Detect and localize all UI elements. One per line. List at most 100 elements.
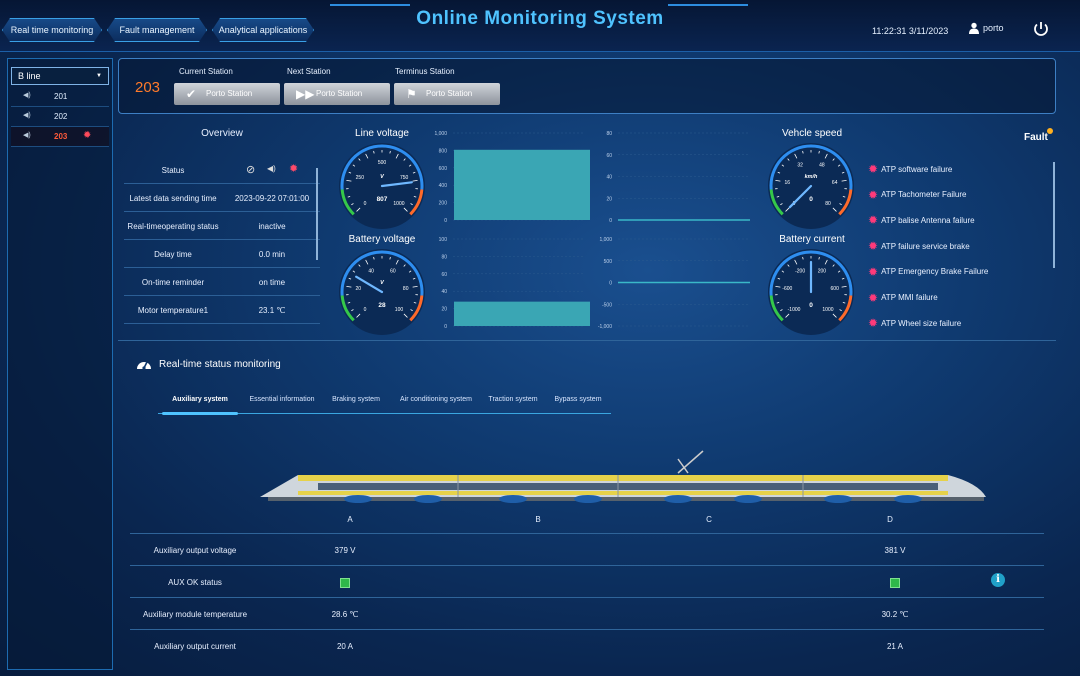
overview-scrollbar[interactable] [316,168,318,260]
gauge-tick [403,158,406,161]
gauge-tick [412,179,418,182]
train-item-203[interactable]: ◀) 203 ✹ [11,127,109,147]
car-d-value: 381 V [884,546,906,555]
gauge-tick [352,164,356,167]
gauge-tick [841,171,845,174]
gauge-unit: km/h [805,174,818,180]
chart-tick-label: 0 [444,218,447,224]
gauge-value: 0 [809,196,813,203]
fault-item[interactable]: ✹ ATP Tachometer Failure [868,188,966,202]
clock: 11:22:31 3/11/2023 [872,26,949,36]
gauge-tick [776,195,780,198]
train-item-202[interactable]: ◀) 202 [11,107,109,127]
chart-tick-label: 80 [441,254,447,260]
fault-item[interactable]: ✹ ATP Wheel size failure [868,316,961,330]
power-icon[interactable] [1032,20,1050,38]
line-voltage-title: Line voltage [355,128,409,139]
gauge-tick [794,153,798,159]
overview-value: 2023-09-22 07:01:00 [234,194,310,203]
gauge-tick [842,195,846,198]
fast-forward-icon: ▶▶ [296,87,315,101]
gauge-tick-label: 80 [825,201,831,207]
fault-gear-icon: ✹ [868,316,879,331]
gauge-tick [775,179,781,182]
fault-label: ATP failure service brake [881,241,970,251]
gauge-tick-label: 200 [818,269,827,275]
speaker-icon: ◀) [267,164,276,173]
speaker-icon: ◀) [23,112,31,119]
next-station-label: Next Station [287,67,331,76]
gauge-tick [787,158,790,161]
fault-title: Fault [1024,132,1048,143]
overview-row: On-time reminder on time [124,268,320,296]
check-icon: ✔ [186,87,197,101]
chart-tick-label: 600 [439,166,448,172]
gauge-tick [802,256,804,260]
gauge-tick [410,203,413,206]
gauge-arc-mid [340,144,424,190]
fault-item[interactable]: ✹ ATP Emergency Brake Failure [868,265,988,279]
current-station-button[interactable]: ✔ Porto Station [174,83,280,105]
terminus-station-button[interactable]: ⚑ Porto Station [394,83,500,105]
chart-tick-label: 80 [606,131,612,137]
fault-scrollbar[interactable] [1053,162,1055,268]
row-label: AUX OK status [168,578,222,587]
title-decoration [668,4,748,6]
tab-essential-information[interactable]: Essential information [249,396,315,403]
gauge-tick [365,259,369,265]
gauge-tick [348,277,352,280]
tab-analytical-applications[interactable]: Analytical applications [212,18,314,42]
terminus-station-name: Porto Station [426,89,473,98]
next-station-button[interactable]: ▶▶ Porto Station [284,83,390,105]
line-select[interactable]: B line ▼ [11,67,109,85]
tab-bypass-system[interactable]: Bypass system [554,396,602,403]
gauge-tick [842,301,846,304]
car-a-value: 20 A [336,642,353,651]
realtime-title: Real-time status monitoring [159,359,281,370]
gauge-arc-low [769,295,784,322]
gauge-tick [413,301,417,304]
tab-fault-management[interactable]: Fault management [107,18,207,42]
gauge-tick [412,171,416,174]
gauge-tick-label: -600 [782,286,792,292]
speaker-icon: ◀) [23,132,31,139]
train-id: 203 [54,132,68,141]
fault-item[interactable]: ✹ ATP balise Antenna failure [868,213,975,227]
speed-chart: 0 20 40 60 80 [606,131,750,224]
fault-label: ATP balise Antenna failure [881,215,975,225]
tab-air-conditioning-system[interactable]: Air conditioning system [400,396,472,403]
fault-item[interactable]: ✹ ATP failure service brake [868,239,970,253]
tab-traction-system[interactable]: Traction system [488,396,538,403]
user-menu[interactable]: porto [968,22,1004,34]
chart-tick-label: 0 [444,324,447,330]
chart-tick-label: 20 [606,196,612,202]
fault-item[interactable]: ✹ ATP software failure [868,162,952,176]
chart-tick-label: 800 [439,148,448,154]
gauge-tick [802,150,804,154]
gauge-tick [785,207,790,212]
info-icon[interactable]: i [991,573,1005,587]
train-item-201[interactable]: ◀) 201 [11,87,109,107]
gauge-tick [348,171,352,174]
user-name: porto [983,23,1004,33]
tab-braking-system[interactable]: Braking system [332,396,380,403]
gauge-tick [346,179,352,182]
chevron-down-icon: ▼ [96,73,102,79]
gauge-arc-low [340,295,355,322]
overview-key: Motor temperature1 [137,306,209,315]
overview-key: On-time reminder [141,278,205,287]
chart-tick-label: 60 [606,153,612,159]
chart-tick-label: 500 [604,259,613,265]
ok-status-icon [890,578,900,588]
fault-gear-icon: ✹ [868,264,879,279]
tab-auxiliary-system[interactable]: Auxiliary system [172,396,228,403]
fault-alert-dot [1047,128,1053,134]
tab-real-time-monitoring[interactable]: Real time monitoring [2,18,102,42]
chart-bar [454,301,590,326]
gauge-tick [781,270,785,273]
gauge-tick [832,313,837,318]
chart-tick-label: -500 [602,302,612,308]
chart-tick-label: 60 [441,272,447,278]
chart-tick-label: 200 [439,201,448,207]
fault-item[interactable]: ✹ ATP MMI failure [868,291,938,305]
